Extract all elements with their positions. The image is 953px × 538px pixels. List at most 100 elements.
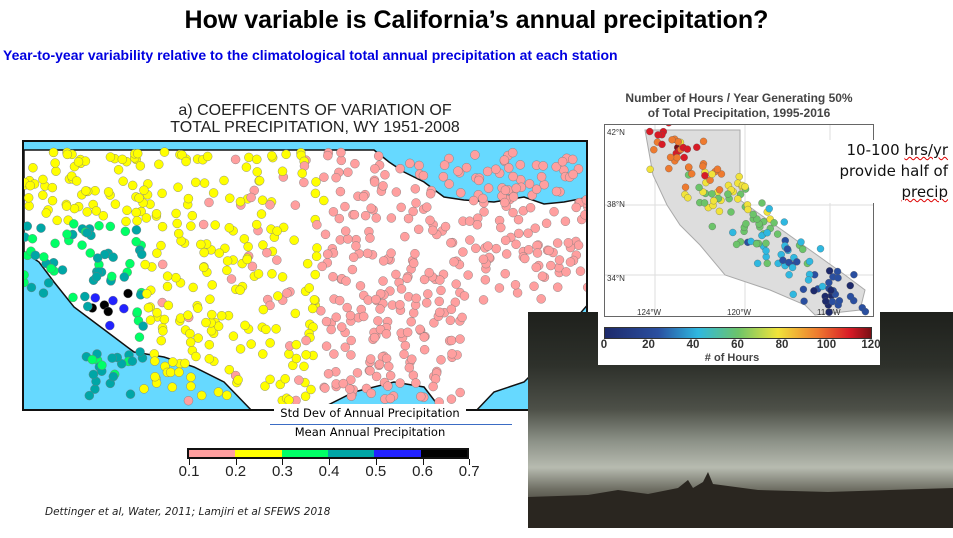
station-dot	[91, 272, 102, 282]
station-dot	[530, 223, 540, 233]
station-dot	[320, 229, 331, 240]
station-dot	[422, 202, 432, 212]
station-dot	[165, 367, 176, 378]
station-dot	[328, 207, 339, 217]
station-dot	[85, 248, 95, 258]
station-dot	[351, 241, 361, 251]
station-dot	[262, 248, 272, 258]
station-dot	[198, 219, 209, 230]
station-dot	[471, 243, 481, 254]
station-dot	[732, 240, 741, 249]
ca-map: 42°N 38°N 34°N 124°W 120°W 116°W	[604, 124, 874, 317]
station-dot	[224, 223, 234, 233]
hours-colorbar-label: 0	[600, 339, 608, 351]
station-dot	[708, 190, 716, 198]
station-dot	[24, 221, 32, 231]
station-dot	[715, 186, 724, 194]
station-dot	[309, 295, 320, 305]
station-dot	[199, 247, 209, 258]
station-dot	[131, 207, 141, 218]
station-dot	[133, 148, 143, 159]
cv-colorbar-label: 0.5	[365, 463, 387, 480]
cv-colorbar-label: 0.4	[318, 463, 340, 480]
station-dot	[311, 251, 322, 261]
station-dot	[24, 201, 34, 211]
station-dot	[157, 188, 167, 199]
station-dot	[752, 240, 761, 248]
station-dot	[708, 222, 716, 231]
station-dot	[25, 180, 35, 191]
cv-colorbar-segment	[327, 450, 375, 457]
station-dot	[447, 349, 457, 359]
station-dot	[446, 335, 457, 346]
cv-colorbar	[187, 448, 469, 459]
station-dot	[156, 240, 166, 251]
cv-colorbar-segment	[189, 450, 236, 457]
station-dot	[500, 268, 510, 279]
station-dot	[107, 353, 117, 363]
station-dot	[302, 258, 313, 269]
station-dot	[378, 181, 388, 191]
station-dot	[446, 238, 456, 248]
station-dot	[119, 272, 129, 282]
station-dot	[538, 161, 548, 171]
station-dot	[346, 350, 356, 360]
station-dot	[428, 225, 438, 236]
station-dot	[788, 263, 797, 272]
slide-title: How variable is California’s annual prec…	[184, 6, 769, 34]
station-dot	[230, 154, 241, 165]
station-dot	[581, 195, 586, 205]
station-dot	[87, 354, 97, 365]
station-dot	[103, 187, 114, 197]
station-dot	[418, 170, 429, 181]
station-dot	[24, 270, 29, 280]
station-dot	[140, 259, 150, 270]
station-dot	[199, 178, 210, 188]
station-dot	[235, 344, 246, 354]
cv-colorbar-label: 0.3	[271, 463, 293, 480]
station-dot	[252, 167, 262, 177]
station-dot	[131, 225, 142, 235]
station-dot	[46, 263, 56, 274]
station-dot	[186, 372, 196, 382]
station-dot	[411, 378, 421, 388]
station-dot	[156, 335, 166, 346]
station-dot	[320, 383, 330, 393]
station-dot	[84, 390, 95, 401]
station-dot	[83, 301, 93, 312]
station-dot	[328, 272, 338, 282]
station-dot	[90, 293, 100, 303]
station-dot	[846, 292, 855, 301]
station-dot	[552, 238, 563, 248]
station-dot	[411, 293, 421, 303]
station-dot	[197, 390, 207, 401]
station-dot	[108, 252, 118, 262]
station-dot	[240, 320, 250, 331]
station-dot	[496, 222, 506, 233]
station-dot	[68, 292, 78, 303]
station-dot	[246, 192, 256, 203]
station-dot	[27, 234, 38, 244]
station-dot	[281, 149, 291, 160]
station-dot	[47, 195, 58, 206]
station-dot	[449, 257, 459, 267]
station-dot	[513, 214, 524, 225]
station-dot	[438, 172, 449, 182]
station-dot	[349, 209, 360, 220]
cv-colorbar-segment	[281, 450, 328, 457]
station-dot	[30, 250, 41, 261]
station-dot	[500, 235, 511, 246]
station-dot	[699, 137, 708, 146]
station-dot	[375, 304, 385, 314]
ca-map-title-line2: of Total Precipitation, 1995-2016	[647, 106, 831, 120]
station-dot	[560, 216, 571, 226]
station-dot	[365, 233, 375, 243]
us-landmass	[24, 149, 586, 409]
station-dot	[511, 183, 521, 193]
station-dot	[323, 150, 333, 161]
station-dot	[805, 257, 814, 266]
station-dot	[340, 226, 351, 236]
station-dot	[654, 131, 662, 139]
station-dot	[683, 145, 692, 153]
station-dot	[97, 360, 107, 370]
